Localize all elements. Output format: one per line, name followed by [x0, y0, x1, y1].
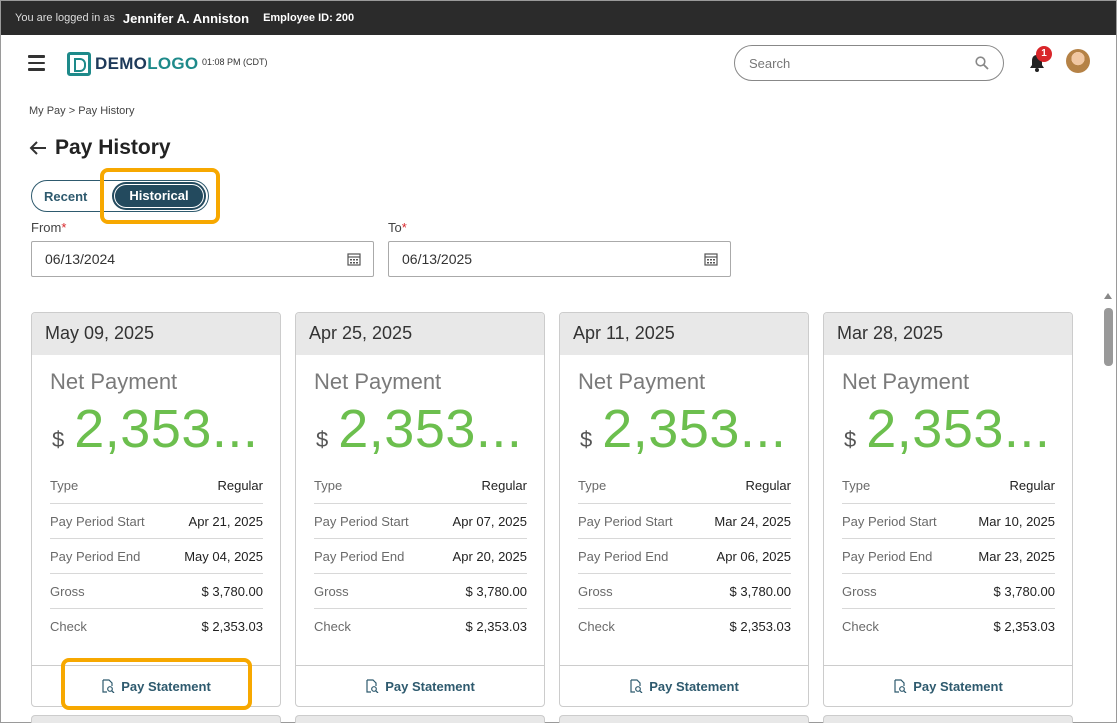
user-name: Jennifer A. Anniston — [122, 10, 250, 26]
pay-statement-button[interactable]: Pay Statement — [560, 665, 808, 706]
detail-row: Check $ 2,353.03 — [50, 619, 263, 634]
page-title: Pay History — [55, 136, 171, 159]
card-date: Mar 28, 2025 — [824, 313, 1072, 355]
pay-card: Apr 25, 2025 Net Payment $2,353... Type R… — [295, 312, 545, 707]
detail-row: Pay Period End Mar 23, 2025 — [842, 539, 1055, 574]
next-row-card — [823, 715, 1073, 723]
net-amount: $2,353... — [316, 399, 523, 459]
notification-badge: 1 — [1036, 46, 1052, 62]
pay-statement-button[interactable]: Pay Statement — [296, 665, 544, 706]
document-search-icon — [366, 679, 379, 693]
view-toggle: Recent Historical — [31, 180, 209, 212]
detail-row: Gross $ 3,780.00 — [578, 574, 791, 609]
logo-text-logo: LOGO — [147, 54, 199, 73]
pay-statement-label: Pay Statement — [385, 678, 475, 694]
net-payment-label: Net Payment — [578, 369, 706, 394]
search-box[interactable] — [734, 45, 1004, 81]
detail-row: Check $ 2,353.03 — [842, 619, 1055, 634]
net-amount: $2,353... — [52, 399, 259, 459]
card-date: May 09, 2025 — [32, 313, 280, 355]
session-bar: You are logged in as Jennifer A. Annisto… — [1, 1, 1116, 35]
document-search-icon — [894, 679, 907, 693]
detail-row: Pay Period Start Mar 10, 2025 — [842, 504, 1055, 539]
detail-row: Type Regular — [842, 468, 1055, 504]
document-search-icon — [630, 679, 643, 693]
detail-row: Type Regular — [50, 468, 263, 504]
next-row-card — [559, 715, 809, 723]
net-amount: $2,353... — [580, 399, 787, 459]
card-details: Type Regular Pay Period Start Apr 21, 2025… — [50, 468, 263, 644]
calendar-icon[interactable] — [347, 252, 361, 266]
to-date-input[interactable] — [402, 251, 682, 267]
current-time: 01:08 PM (CDT) — [202, 57, 268, 67]
scrollbar-thumb[interactable] — [1104, 308, 1113, 366]
search-input[interactable] — [749, 55, 975, 71]
calendar-icon[interactable] — [704, 252, 718, 266]
toggle-historical[interactable]: Historical — [114, 184, 204, 208]
pay-card: Mar 28, 2025 Net Payment $2,353... Type R… — [823, 312, 1073, 707]
detail-row: Pay Period End Apr 20, 2025 — [314, 539, 527, 574]
card-date: Apr 25, 2025 — [296, 313, 544, 355]
pay-statement-label: Pay Statement — [121, 678, 211, 694]
back-arrow-icon[interactable] — [29, 140, 47, 156]
scroll-up-icon[interactable] — [1104, 293, 1112, 299]
toggle-recent[interactable]: Recent — [44, 189, 88, 204]
page-header: Pay History — [29, 136, 171, 160]
card-details: Type Regular Pay Period Start Mar 10, 2025… — [842, 468, 1055, 644]
detail-row: Type Regular — [578, 468, 791, 504]
pay-statement-button[interactable]: Pay Statement — [824, 665, 1072, 706]
from-label: From* — [31, 220, 67, 235]
to-label: To* — [388, 220, 407, 235]
scrollbar[interactable] — [1101, 291, 1115, 723]
search-icon[interactable] — [975, 56, 989, 70]
app-header: DEMOLOGO 01:08 PM (CDT) 1 — [1, 35, 1116, 91]
detail-row: Pay Period Start Apr 21, 2025 — [50, 504, 263, 539]
logo-text-demo: DEMO — [95, 54, 148, 73]
logo[interactable]: DEMOLOGO — [67, 52, 198, 76]
net-payment-label: Net Payment — [50, 369, 178, 394]
net-payment-label: Net Payment — [842, 369, 970, 394]
net-payment-label: Net Payment — [314, 369, 442, 394]
menu-icon[interactable] — [28, 55, 45, 71]
detail-row: Pay Period Start Mar 24, 2025 — [578, 504, 791, 539]
from-date-input[interactable] — [45, 251, 325, 267]
pay-card: May 09, 2025 Net Payment $2,353... Type R… — [31, 312, 281, 707]
pay-card: Apr 11, 2025 Net Payment $2,353... Type R… — [559, 312, 809, 707]
next-row-card — [31, 715, 281, 723]
from-date-field[interactable] — [31, 241, 374, 277]
card-date: Apr 11, 2025 — [560, 313, 808, 355]
logged-in-label: You are logged in as — [15, 12, 115, 24]
breadcrumb[interactable]: My Pay > Pay History — [29, 105, 135, 117]
net-amount: $2,353... — [844, 399, 1051, 459]
avatar[interactable] — [1066, 49, 1090, 73]
next-row-card — [295, 715, 545, 723]
pay-statement-label: Pay Statement — [913, 678, 1003, 694]
employee-id: Employee ID: 200 — [263, 12, 355, 24]
to-date-field[interactable] — [388, 241, 731, 277]
detail-row: Pay Period End Apr 06, 2025 — [578, 539, 791, 574]
detail-row: Gross $ 3,780.00 — [842, 574, 1055, 609]
document-search-icon — [102, 679, 115, 693]
detail-row: Gross $ 3,780.00 — [50, 574, 263, 609]
card-details: Type Regular Pay Period Start Mar 24, 2025… — [578, 468, 791, 644]
detail-row: Pay Period Start Apr 07, 2025 — [314, 504, 527, 539]
detail-row: Type Regular — [314, 468, 527, 504]
detail-row: Gross $ 3,780.00 — [314, 574, 527, 609]
pay-statement-button[interactable]: Pay Statement — [32, 665, 280, 706]
detail-row: Check $ 2,353.03 — [578, 619, 791, 634]
detail-row: Check $ 2,353.03 — [314, 619, 527, 634]
pay-statement-label: Pay Statement — [649, 678, 739, 694]
card-details: Type Regular Pay Period Start Apr 07, 2025… — [314, 468, 527, 644]
logo-mark-icon — [67, 52, 91, 76]
detail-row: Pay Period End May 04, 2025 — [50, 539, 263, 574]
